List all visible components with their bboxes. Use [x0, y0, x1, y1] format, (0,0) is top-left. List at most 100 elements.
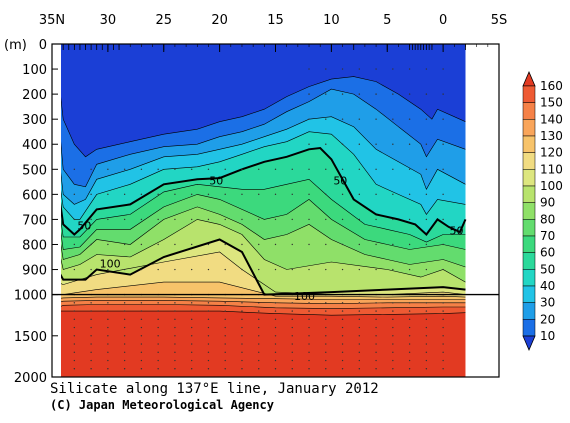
- sample-dot-188: [274, 318, 277, 321]
- sample-dot-105: [190, 168, 193, 170]
- sample-dot-353: [425, 302, 428, 304]
- colorbar: 160 150 140 130 120 110 100 90 80 70 60 50 40 30 20 10: [522, 70, 563, 352]
- sample-dot-275: [358, 268, 361, 271]
- colorbar-seg-4: [522, 152, 536, 170]
- colorbar-seg-7: [522, 202, 536, 220]
- sample-dot-307: [392, 118, 394, 120]
- contour-70: [61, 194, 466, 250]
- sample-dot-148: [224, 359, 226, 362]
- sample-dot-128: [207, 318, 210, 321]
- sample-dot-79: [157, 268, 159, 271]
- sample-dot-122: [207, 218, 210, 221]
- sample-dot-362: [442, 68, 444, 70]
- sample-dot-134: [207, 368, 210, 370]
- sample-dot-154: [241, 268, 243, 271]
- colorbar-label-9: 70: [540, 229, 555, 243]
- sample-dot-180: [274, 168, 277, 170]
- sample-dot-379: [442, 359, 444, 362]
- sample-dot-202: [291, 310, 293, 312]
- sample-dot-114: [190, 326, 193, 329]
- sample-dot-29: [90, 368, 92, 370]
- sample-dot-85: [157, 335, 159, 337]
- sample-dot-259: [341, 310, 344, 312]
- sample-dot-280: [358, 326, 361, 329]
- sample-dot-177: [258, 351, 260, 353]
- sample-dot-169: [258, 268, 260, 271]
- sample-dot-96: [174, 302, 176, 304]
- sample-dots: [73, 68, 444, 370]
- sample-dot-226: [308, 351, 310, 353]
- sample-dot-178: [258, 359, 260, 362]
- sample-dot-350: [425, 243, 428, 246]
- sample-dot-187: [274, 310, 277, 312]
- sample-dot-59: [123, 368, 126, 370]
- contour-labels: 50 50 50 50 100 100: [77, 175, 464, 304]
- sample-dot-44: [107, 368, 109, 370]
- sample-dot-213: [308, 143, 310, 145]
- sample-dot-228: [308, 368, 310, 370]
- sample-dot-326: [408, 118, 411, 120]
- sample-dot-255: [341, 243, 344, 246]
- sample-dot-26: [90, 343, 92, 345]
- sample-dot-351: [425, 268, 428, 271]
- sample-dot-227: [308, 359, 310, 362]
- sample-dot-272: [358, 193, 361, 196]
- sample-dot-267: [358, 68, 361, 70]
- sample-dot-99: [174, 326, 176, 329]
- sample-dot-237: [325, 268, 327, 271]
- y-tick-label-1: 100: [22, 63, 47, 78]
- sample-dot-364: [442, 118, 444, 120]
- sample-dot-312: [392, 243, 394, 246]
- sample-dot-246: [325, 359, 327, 362]
- sample-dot-58: [123, 359, 126, 362]
- sample-dot-70: [140, 335, 143, 337]
- colorbar-seg-12: [522, 285, 536, 303]
- sample-dot-138: [224, 243, 226, 246]
- sample-dot-365: [442, 143, 444, 145]
- sample-dot-68: [140, 318, 143, 321]
- sample-dot-32: [107, 218, 109, 221]
- sample-dot-330: [408, 218, 411, 221]
- sample-dot-17: [90, 218, 92, 221]
- y-tick-label-3: 300: [22, 113, 47, 128]
- colorbar-seg-3: [522, 135, 536, 153]
- contour-140: [61, 300, 466, 305]
- sample-dot-45: [123, 168, 126, 170]
- sample-dot-264: [341, 351, 344, 353]
- sample-dot-294: [375, 268, 377, 271]
- sample-dot-244: [325, 343, 327, 345]
- sample-dot-372: [442, 302, 444, 304]
- sample-dot-289: [375, 143, 377, 145]
- sample-dot-104: [174, 368, 176, 370]
- contour-fill-layers: [61, 44, 466, 377]
- sample-dot-220: [308, 302, 310, 304]
- sample-dot-369: [442, 243, 444, 246]
- sample-dot-167: [258, 218, 260, 221]
- sample-dot-254: [341, 218, 344, 221]
- sample-dot-236: [325, 243, 327, 246]
- colorbar-label-11: 50: [540, 262, 555, 276]
- y-tick-label-7: 700: [22, 213, 47, 228]
- sample-dot-378: [442, 351, 444, 353]
- sample-dot-313: [392, 268, 394, 271]
- contour-label-3: 50: [450, 225, 464, 238]
- colorbar-label-8: 80: [540, 212, 555, 226]
- sample-dot-286: [375, 68, 377, 70]
- sample-dot-208: [291, 359, 293, 362]
- sample-dot-103: [174, 359, 176, 362]
- sample-dot-245: [325, 351, 327, 353]
- sample-dot-60: [140, 168, 143, 170]
- sample-dot-157: [241, 310, 243, 312]
- sample-dot-261: [341, 326, 344, 329]
- sample-dot-13: [73, 359, 76, 362]
- colorbar-seg-1: [522, 102, 536, 120]
- sample-dot-283: [358, 351, 361, 353]
- sample-dot-380: [442, 368, 444, 370]
- sample-dot-83: [157, 318, 159, 321]
- sample-dot-320: [392, 343, 394, 345]
- sample-dot-1: [73, 193, 76, 196]
- sample-dot-47: [123, 218, 126, 221]
- sample-dot-344: [425, 93, 428, 95]
- sample-dot-315: [392, 302, 394, 304]
